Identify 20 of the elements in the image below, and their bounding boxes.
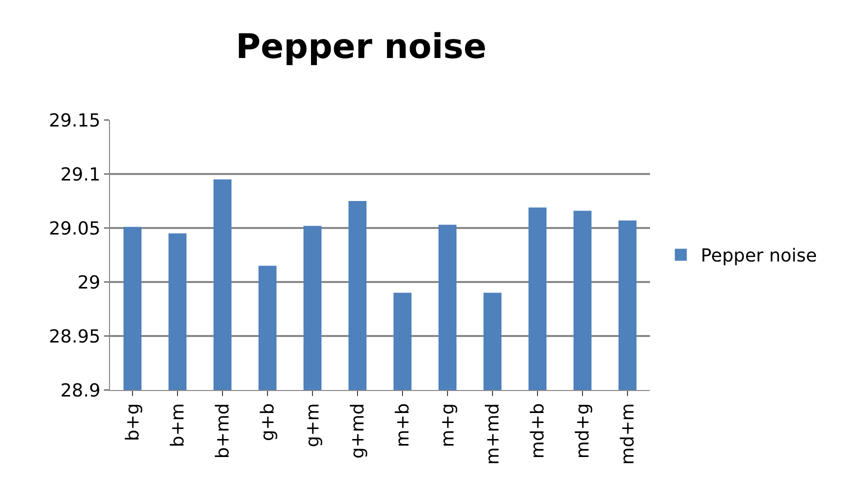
x-tick-label: m+b bbox=[392, 403, 414, 448]
x-tick-label: b+g bbox=[122, 403, 144, 442]
y-tick-label: 29.1 bbox=[60, 164, 100, 186]
y-tick-label: 28.95 bbox=[48, 326, 100, 348]
x-tick-label: b+md bbox=[212, 403, 234, 459]
x-tick-label: m+g bbox=[437, 403, 458, 448]
x-tick-label: md+m bbox=[617, 403, 638, 465]
chart-title: Pepper noise bbox=[236, 27, 487, 68]
x-tick-label: g+m bbox=[302, 403, 324, 448]
y-tick-label: 28.9 bbox=[60, 380, 100, 402]
y-tick-label: 29.05 bbox=[48, 218, 100, 240]
x-tick-label: b+m bbox=[167, 403, 188, 448]
y-tick-label: 29.15 bbox=[48, 110, 100, 132]
legend-label: Pepper noise bbox=[700, 246, 818, 267]
x-tick-label: g+b bbox=[257, 403, 278, 442]
x-tick-label: md+g bbox=[572, 403, 594, 459]
x-tick-label: g+md bbox=[347, 403, 368, 459]
x-tick-label: md+b bbox=[527, 403, 548, 459]
y-tick-label: 29 bbox=[77, 272, 100, 294]
x-tick-label: m+md bbox=[482, 403, 504, 465]
